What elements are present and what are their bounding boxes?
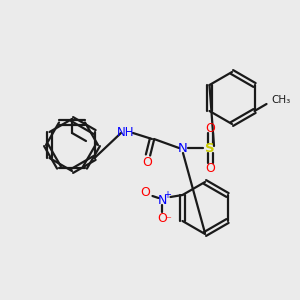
Text: CH₃: CH₃ bbox=[272, 95, 291, 105]
Text: O: O bbox=[142, 155, 152, 169]
Text: ⁻: ⁻ bbox=[166, 215, 171, 225]
Text: S: S bbox=[205, 142, 215, 154]
Text: O: O bbox=[158, 212, 167, 226]
Text: N: N bbox=[178, 142, 188, 154]
Text: O: O bbox=[205, 122, 215, 134]
Text: N: N bbox=[158, 194, 167, 206]
Text: NH: NH bbox=[117, 127, 135, 140]
Text: O: O bbox=[140, 187, 150, 200]
Text: O: O bbox=[205, 163, 215, 176]
Text: +: + bbox=[164, 190, 172, 200]
